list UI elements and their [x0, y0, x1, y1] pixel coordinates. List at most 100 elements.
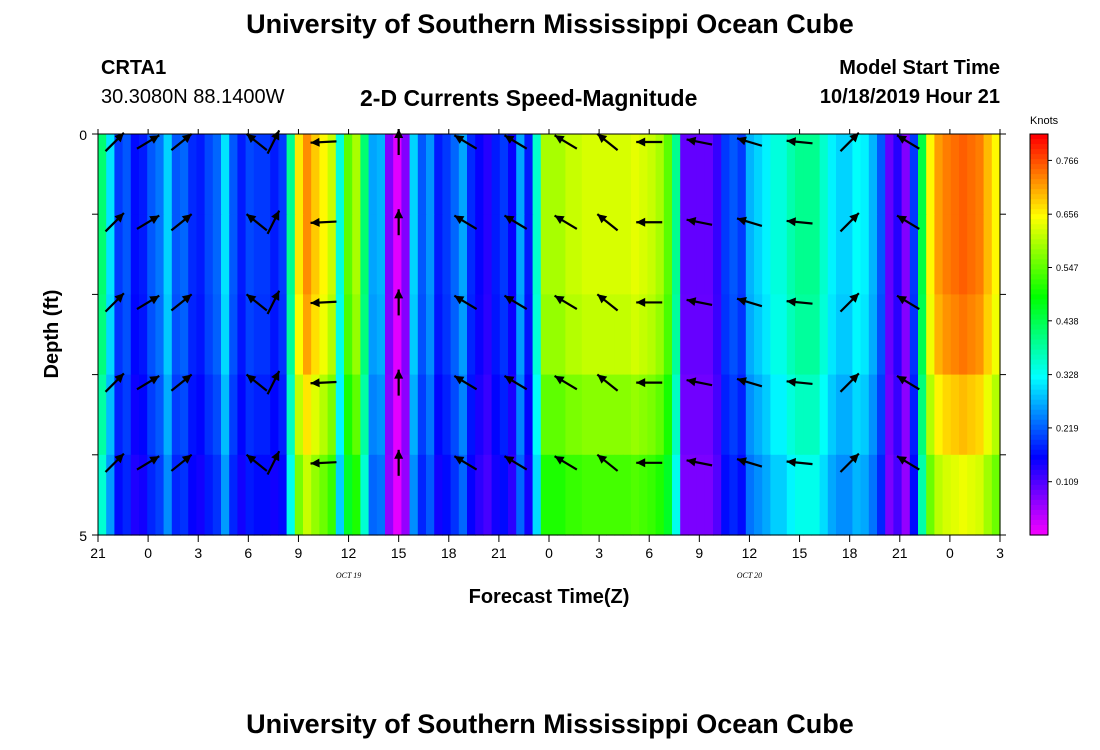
vector-head: [636, 137, 646, 147]
colorbar-step: [1030, 164, 1048, 170]
heatmap-cell: [180, 214, 189, 295]
heatmap-cell: [975, 294, 985, 376]
heatmap-cell: [360, 134, 370, 215]
current-vector: [786, 377, 813, 387]
heatmap-cell: [754, 214, 763, 295]
heatmap-cell: [491, 374, 501, 456]
x-tick-label: 0: [946, 545, 954, 561]
current-vector: [394, 449, 404, 476]
heatmap-cell: [442, 294, 452, 376]
colorbar-tick-label: 0.219: [1056, 423, 1079, 433]
heatmap-cell: [352, 214, 361, 295]
heatmap-cell: [713, 134, 722, 215]
heatmap-cell: [188, 214, 197, 295]
heatmap-cell: [844, 214, 853, 295]
heatmap-cell: [598, 214, 607, 295]
heatmap-cell: [934, 134, 944, 215]
colorbar-step: [1030, 319, 1048, 326]
heatmap-cell: [106, 134, 115, 215]
heatmap-cell: [926, 134, 935, 215]
vector-head: [181, 214, 192, 224]
vector-head: [181, 294, 192, 304]
heatmap-cell: [663, 134, 673, 215]
heatmap-cell: [614, 454, 624, 536]
heatmap-cell: [294, 214, 304, 295]
heatmap-cell: [196, 214, 206, 295]
heatmap-cell: [786, 374, 796, 456]
vector-head: [504, 375, 515, 385]
heatmap-cell: [450, 134, 460, 215]
vector-head: [504, 135, 515, 144]
colorbar-step: [1030, 429, 1048, 436]
heatmap-cell: [237, 134, 247, 215]
heatmap-cell: [417, 294, 427, 376]
heatmap-cell: [524, 294, 534, 376]
heatmap-cell: [885, 454, 894, 536]
colorbar-step: [1030, 209, 1048, 215]
heatmap-cell: [598, 134, 607, 215]
heatmap-cell: [327, 374, 337, 456]
current-vector: [104, 372, 125, 393]
heatmap-cell: [253, 214, 263, 295]
current-vector: [245, 133, 268, 151]
heatmap-cell: [975, 134, 985, 215]
vector-head: [597, 214, 608, 224]
heatmap-cell: [877, 214, 886, 295]
heatmap-cell: [294, 134, 304, 215]
vector-head: [686, 297, 697, 306]
heatmap-cell: [450, 294, 460, 376]
heatmap-cell: [376, 134, 386, 215]
heatmap-cell: [713, 374, 722, 456]
current-vector: [553, 134, 578, 150]
heatmap-cell: [565, 294, 575, 376]
heatmap-cell: [122, 214, 132, 295]
vector-head: [786, 377, 796, 387]
heatmap-cell: [393, 294, 402, 376]
heatmap-cell: [581, 134, 591, 215]
current-vector: [839, 212, 860, 233]
vector-head: [554, 215, 565, 224]
heatmap-cell: [450, 214, 460, 295]
heatmap-cell: [540, 294, 550, 376]
heatmap-cell: [262, 294, 271, 376]
x-tick-label: 15: [792, 545, 808, 561]
heatmap-cell: [163, 374, 173, 456]
heatmap-cell: [180, 134, 189, 215]
heatmap-cell: [303, 134, 312, 215]
heatmap-cell: [450, 374, 460, 456]
heatmap-cell: [204, 374, 214, 456]
current-vector: [686, 136, 713, 146]
vector-head: [686, 136, 697, 146]
heatmap-cell: [196, 454, 206, 536]
current-vector: [266, 370, 281, 395]
heatmap-cell: [180, 454, 189, 536]
vector-head: [271, 451, 280, 462]
heatmap-cell: [631, 134, 640, 215]
heatmap-cell: [975, 374, 985, 456]
heatmap-cell: [918, 214, 927, 295]
heatmap-cell: [926, 374, 935, 456]
vector-head: [271, 371, 280, 382]
current-vector: [553, 294, 578, 311]
heatmap-cell: [729, 214, 739, 295]
heatmap-cell: [950, 294, 960, 376]
heatmap-cell: [959, 294, 968, 376]
colorbar-step: [1030, 174, 1048, 180]
heatmap-cell: [811, 374, 821, 456]
x-tick-label: 21: [491, 545, 507, 561]
heatmap-cell: [385, 214, 394, 295]
current-vector: [596, 213, 619, 232]
heatmap-cell: [549, 134, 558, 215]
current-vector: [453, 294, 478, 311]
heatmap-cell: [458, 374, 468, 456]
heatmap-cell: [171, 374, 181, 456]
heatmap-cell: [114, 374, 124, 456]
vector-head: [394, 289, 404, 299]
colorbar-step: [1030, 219, 1048, 225]
vector-head: [454, 215, 465, 224]
heatmap-cell: [262, 454, 271, 536]
heatmap-cell: [130, 454, 140, 536]
current-vector: [136, 214, 160, 230]
heatmap-cell: [245, 134, 255, 215]
current-vector: [896, 374, 920, 391]
